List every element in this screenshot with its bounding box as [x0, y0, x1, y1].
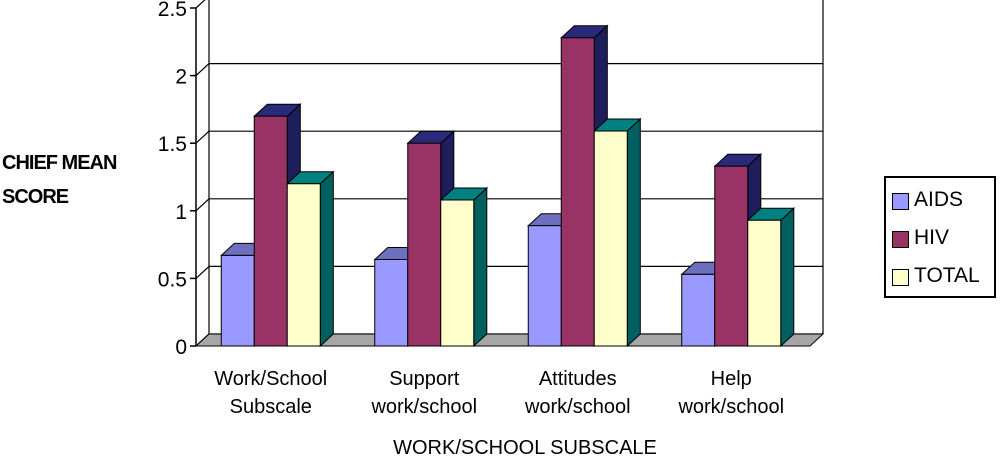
y-tick-label: 0 [175, 336, 187, 359]
y-axis-label-line-2: SCORE [2, 186, 69, 208]
y-tick-label: 1 [175, 201, 187, 224]
bar-total-4 [746, 207, 796, 348]
x-tick-label: Work/School [214, 368, 327, 390]
bar-total-3 [593, 117, 642, 348]
bar-front [681, 273, 716, 347]
y-axis-label: CHIEF MEAN SCORE [2, 146, 142, 214]
legend: AIDS HIV TOTAL [884, 176, 996, 298]
legend-item-aids: AIDS [892, 186, 992, 216]
bar-front [374, 258, 409, 347]
x-tick-label: Subscale [230, 396, 312, 418]
bar-front [714, 165, 749, 347]
legend-label-hiv: HIV [914, 226, 950, 249]
bar-front [220, 254, 255, 347]
y-tick-label: 1.5 [158, 133, 187, 156]
x-tick-label: work/school [677, 396, 784, 418]
bar-front [253, 115, 288, 347]
y-tick-label: 0.5 [158, 268, 187, 291]
bar-side [319, 170, 334, 348]
wall-gridline [195, 63, 210, 77]
legend-item-hiv: HIV [892, 224, 992, 254]
bar-front [527, 225, 562, 347]
bar-side [626, 117, 641, 348]
legend-swatch-hiv [892, 231, 909, 248]
bar-total-2 [439, 186, 489, 348]
wall-gridline [195, 0, 206, 9]
bar-front [286, 183, 321, 347]
legend-swatch-total [892, 269, 909, 286]
bar-total-1 [286, 170, 335, 348]
x-tick-label: Help [711, 368, 752, 390]
legend-swatch-aids [892, 193, 909, 210]
x-tick-label: work/school [524, 396, 631, 418]
y-tick-label: 2.5 [158, 0, 187, 21]
y-axis-label-line-1: CHIEF MEAN [2, 152, 117, 174]
legend-label-aids: AIDS [914, 188, 964, 211]
bar-layer [220, 24, 796, 348]
bar-front [593, 130, 628, 347]
bar-front [560, 37, 595, 347]
x-tick-label: Attitudes [539, 368, 617, 390]
wall-gridline [195, 265, 210, 279]
bar-side [473, 186, 488, 348]
legend-label-total: TOTAL [914, 264, 980, 287]
bar-front [407, 142, 442, 347]
wall-gridline [195, 198, 210, 212]
bar-front [747, 219, 782, 347]
y-tick-label: 2 [175, 66, 187, 89]
wall-gridline [195, 130, 210, 144]
x-tick-label: Support [389, 368, 459, 390]
y-tick-labels: 0 0.5 1 1.5 2 2.5 [158, 0, 187, 359]
bar-side [780, 207, 795, 348]
x-tick-label: work/school [370, 396, 477, 418]
x-tick-labels: Work/School Subscale Support work/school Att… [214, 368, 784, 418]
bar-front [440, 199, 475, 347]
x-axis-label: WORK/SCHOOL SUBSCALE [393, 437, 657, 459]
legend-item-total: TOTAL [892, 262, 992, 292]
